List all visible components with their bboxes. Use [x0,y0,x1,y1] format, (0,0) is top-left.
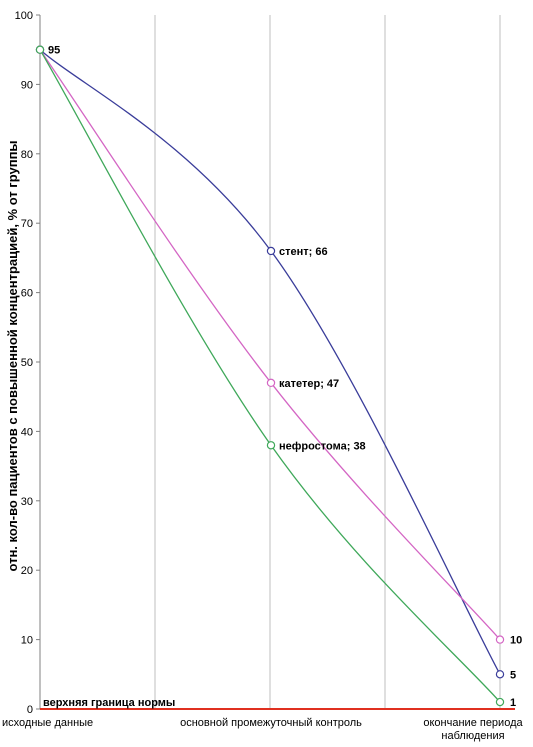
x-category-label: окончание периода [423,717,523,729]
data-point-стент [495,670,505,679]
data-label: катетер; 47 [279,378,339,390]
y-tick-label: 90 [21,79,33,91]
data-label: 1 [510,697,516,709]
x-category-label: наблюдения [441,730,504,742]
data-label: 5 [510,669,516,681]
reference-line-label: верхняя граница нормы [43,697,175,709]
series-line-нефростома [39,49,501,703]
x-category-label: исходные данные [2,717,93,729]
data-label: 95 [48,45,60,57]
y-tick-label: 0 [27,704,33,716]
x-category-label: основной промежуточный контроль [180,717,362,729]
labels-group: 95 стент; 66 катетер; 47 нефростома; 38 10 5 1 [48,45,522,709]
y-tick-label: 80 [21,149,33,161]
y-tick-label: 70 [21,218,33,230]
series-group [35,45,505,707]
data-point-стент [266,246,276,256]
y-tick-label: 40 [21,426,33,438]
y-axis-label: отн. кол-во пациентов с повышенной конце… [5,140,20,571]
y-tick-label: 100 [15,10,33,22]
reference-line-group: верхняя граница нормы [40,697,515,710]
axes: 0 10 20 30 40 50 60 70 80 90 100 исходные данные осн… [2,10,523,742]
data-point-катетер [266,378,276,388]
data-point-катетер [495,635,505,644]
data-label: 10 [510,635,522,647]
y-tick-label: 30 [21,496,33,508]
data-label: стент; 66 [279,246,328,258]
data-point-нефростома [266,441,276,450]
grid [154,15,501,709]
y-tick-label: 10 [21,635,33,647]
series-line-стент [39,49,501,675]
data-point-нефростома [495,697,505,707]
y-tick-label: 20 [21,565,33,577]
y-tick-label: 50 [21,357,33,369]
data-point-нефростома [35,45,45,54]
data-label: нефростома; 38 [279,440,366,452]
y-tick-label: 60 [21,288,33,300]
